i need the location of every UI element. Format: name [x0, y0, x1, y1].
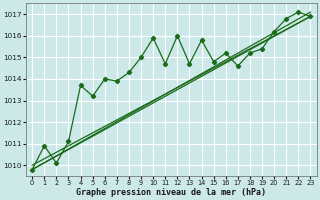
X-axis label: Graphe pression niveau de la mer (hPa): Graphe pression niveau de la mer (hPa): [76, 188, 266, 197]
